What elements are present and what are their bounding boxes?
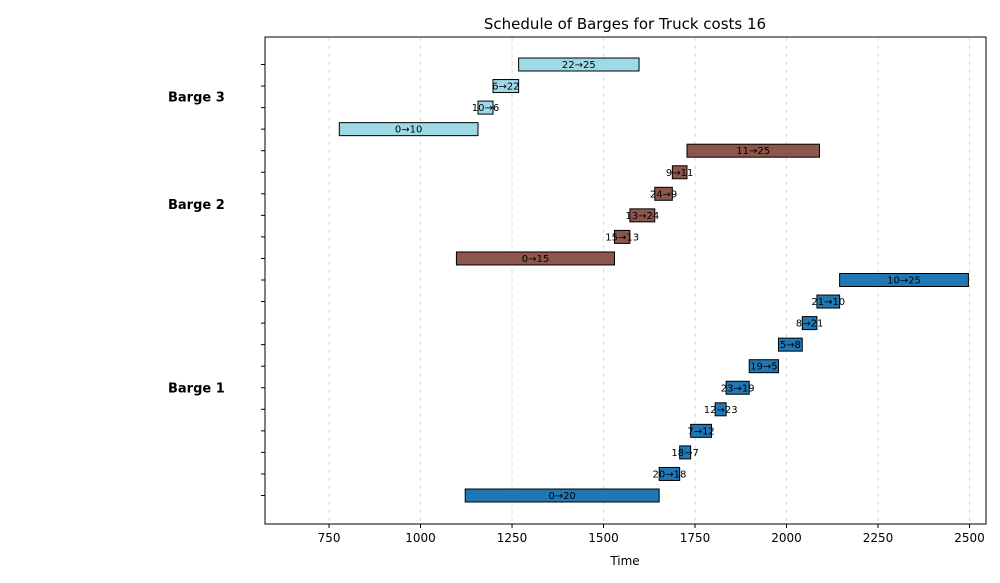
task-bar-label: 18→7 <box>671 448 698 459</box>
task-bar-label: 21→10 <box>811 297 845 308</box>
x-tick-label: 1500 <box>588 531 619 545</box>
x-tick-label: 750 <box>318 531 341 545</box>
task-bar-label: 15→13 <box>605 232 639 243</box>
task-bar <box>658 466 681 481</box>
task-bar <box>714 402 727 417</box>
task-bar-label: 7→12 <box>687 426 714 437</box>
x-tick-label: 2250 <box>863 531 894 545</box>
group-labels-layer: Barge 1 Barge 2 Barge 3 <box>168 90 225 396</box>
group-label: Barge 1 <box>168 381 225 396</box>
task-bar <box>518 57 640 72</box>
x-tick-label: 2000 <box>771 531 802 545</box>
task-bar-label: 9→11 <box>666 168 693 179</box>
task-bar-label: 11→25 <box>736 146 770 157</box>
task-bar <box>725 380 750 395</box>
task-bar <box>492 79 520 94</box>
task-bar-label: 22→25 <box>562 60 596 71</box>
task-bar-label: 10→25 <box>887 276 921 287</box>
x-tick-label: 1000 <box>405 531 436 545</box>
task-bar-label: 0→20 <box>548 491 575 502</box>
task-bar-label: 19→5 <box>750 362 777 373</box>
task-bar <box>629 208 656 223</box>
task-bar-label: 24→9 <box>650 189 677 200</box>
task-bar <box>455 251 616 266</box>
group-label: Barge 3 <box>168 90 225 105</box>
task-bar <box>839 273 969 287</box>
task-bar-label: 23→19 <box>721 383 755 394</box>
task-bar-label: 10→6 <box>472 103 499 114</box>
task-bar <box>614 229 631 244</box>
x-tick-label: 1750 <box>680 531 711 545</box>
task-bar <box>801 316 818 331</box>
task-bar <box>654 186 673 201</box>
task-bar <box>671 165 688 180</box>
task-bar <box>679 445 692 460</box>
bars-layer: 0→20 20→18 18→7 7→12 12→23 23→19 19→55→8 8→21 21… <box>338 57 969 503</box>
task-bar-label: 20→18 <box>653 469 687 480</box>
task-bar-label: 8→21 <box>796 319 823 330</box>
task-bar <box>748 359 779 374</box>
task-bar-label: 13→24 <box>625 211 659 222</box>
task-bar <box>338 122 479 137</box>
task-bar <box>464 488 660 503</box>
x-axis-label: Time <box>609 554 639 568</box>
task-bar-label: 6→22 <box>492 82 519 93</box>
task-bar <box>686 143 820 158</box>
task-bar-label: 0→15 <box>522 254 549 265</box>
chart-title: Schedule of Barges for Truck costs 16 <box>484 15 766 33</box>
task-bar-label: 5→8 <box>780 340 801 351</box>
task-bar <box>777 337 803 352</box>
ticks-layer: 750 1000 1250 1500 1750 2000 2250 2500 <box>261 64 985 545</box>
task-bar-label: 0→10 <box>395 125 422 136</box>
x-tick-label: 1250 <box>497 531 528 545</box>
task-bar <box>816 294 841 309</box>
task-bar <box>690 423 713 438</box>
group-label: Barge 2 <box>168 198 225 213</box>
task-bar-label: 12→23 <box>704 405 738 416</box>
task-bar <box>477 100 494 115</box>
x-tick-label: 2500 <box>954 531 985 545</box>
